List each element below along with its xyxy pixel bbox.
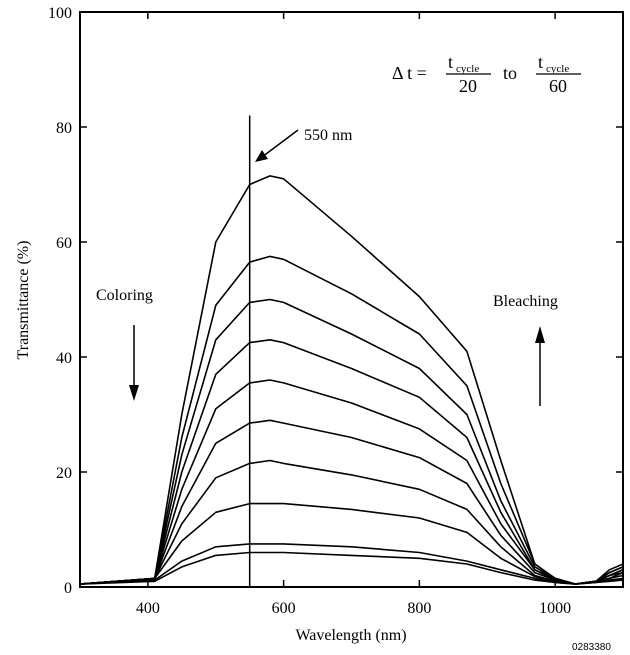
marker-arrow-head bbox=[255, 150, 268, 162]
delta-t-prefix: Δ t = bbox=[392, 63, 427, 83]
x-tick-label: 400 bbox=[136, 600, 160, 617]
y-tick-label: 80 bbox=[56, 120, 72, 137]
fraction2-subscript: cycle bbox=[546, 63, 569, 75]
figure-id: 0283380 bbox=[572, 642, 611, 653]
formula-connector: to bbox=[503, 63, 517, 83]
series-line-10 bbox=[79, 551, 624, 585]
x-tick-label: 800 bbox=[407, 600, 431, 617]
fraction1-numerator: t bbox=[448, 52, 453, 72]
fraction1-denominator: 20 bbox=[459, 76, 477, 96]
coloring-arrow-head bbox=[129, 385, 139, 401]
series-line-6 bbox=[79, 419, 624, 585]
axis-tick-labels: 400 600 800 1000 0 20 40 60 80 100 bbox=[48, 5, 571, 617]
y-tick-label: 20 bbox=[56, 465, 72, 482]
y-tick-label: 40 bbox=[56, 350, 72, 367]
plot-frame bbox=[79, 11, 624, 588]
y-axis-title: Transmittance (%) bbox=[15, 241, 32, 360]
series-line-1 bbox=[79, 175, 624, 585]
fraction2-denominator: 60 bbox=[549, 76, 567, 96]
y-tick-label: 60 bbox=[56, 235, 72, 252]
x-axis-title: Wavelength (nm) bbox=[295, 627, 406, 644]
x-tick-label: 600 bbox=[272, 600, 296, 617]
series-line-5 bbox=[79, 379, 624, 585]
fraction2-numerator: t bbox=[538, 52, 543, 72]
axis-ticks bbox=[80, 11, 623, 588]
y-tick-label: 0 bbox=[64, 580, 72, 597]
marker-arrow-shaft bbox=[261, 129, 299, 158]
coloring-label: Coloring bbox=[96, 287, 153, 304]
series-group bbox=[79, 175, 624, 585]
bleaching-label: Bleaching bbox=[493, 293, 558, 310]
fraction1-subscript: cycle bbox=[456, 63, 479, 75]
y-tick-label: 100 bbox=[48, 5, 72, 22]
marker-line-label: 550 nm bbox=[304, 127, 353, 144]
bleaching-arrow-head bbox=[535, 326, 545, 343]
delta-t-formula: Δ t = t cycle 20 to t cycle 60 bbox=[392, 52, 581, 96]
series-line-7 bbox=[79, 459, 624, 585]
x-tick-label: 1000 bbox=[539, 600, 571, 617]
